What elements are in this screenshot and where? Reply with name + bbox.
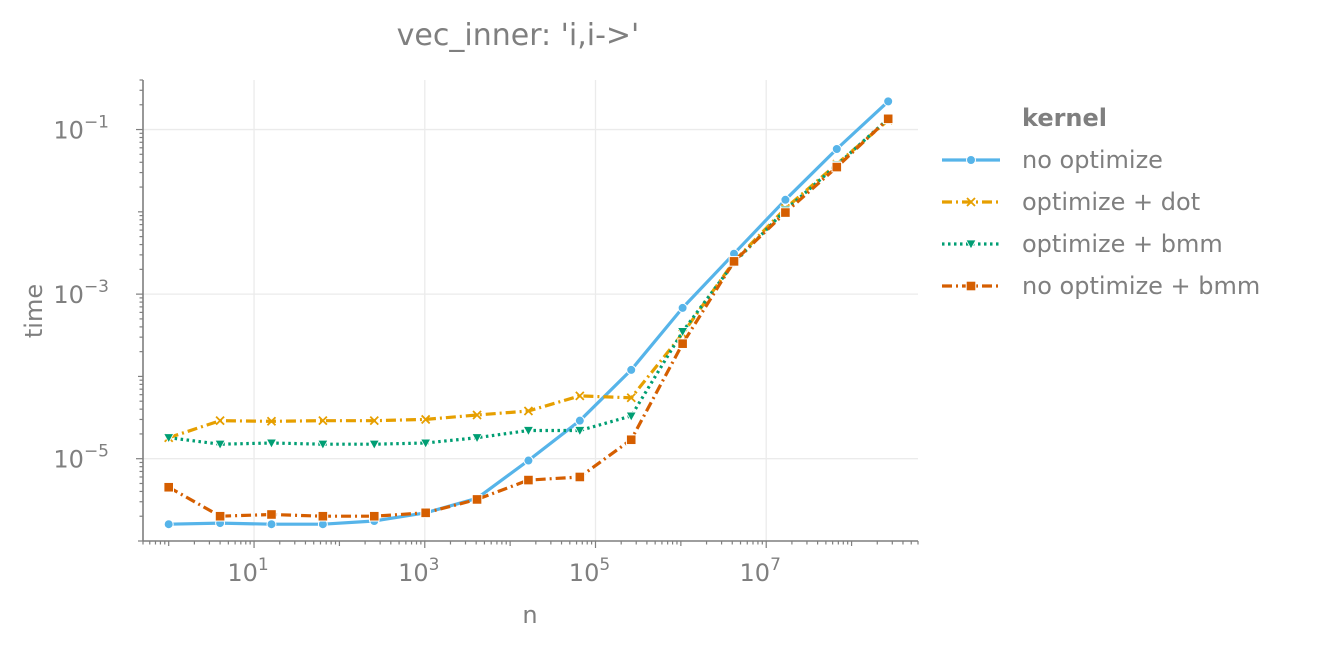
data-point <box>882 113 894 125</box>
data-point <box>676 327 689 338</box>
data-point <box>368 439 380 451</box>
data-point <box>523 406 534 416</box>
series-0 <box>163 96 894 530</box>
legend-label: optimize + dot <box>1022 188 1200 216</box>
data-point <box>575 391 585 401</box>
legend-label: no optimize + bmm <box>1022 272 1260 300</box>
data-point <box>471 494 483 505</box>
data-point <box>472 410 482 420</box>
data-point <box>522 426 535 437</box>
legend-marker <box>966 155 976 165</box>
data-point <box>215 416 225 426</box>
grid <box>143 80 918 541</box>
data-point <box>677 338 688 349</box>
data-point <box>317 510 329 522</box>
data-point <box>317 439 329 451</box>
series-line <box>167 117 890 518</box>
legend-item-3: no optimize + bmm <box>942 272 1260 300</box>
series-1 <box>164 115 893 443</box>
data-point <box>214 510 226 522</box>
data-point <box>883 96 894 107</box>
y-tick-label: 10−1 <box>53 113 109 145</box>
data-point <box>523 474 534 486</box>
legend-label: no optimize <box>1022 146 1163 174</box>
axes <box>142 80 918 542</box>
data-point <box>419 438 432 449</box>
x-axis-label: n <box>522 601 537 629</box>
legend-marker <box>965 280 977 292</box>
data-point <box>266 416 277 426</box>
data-point <box>266 509 277 520</box>
x-tick-label: 107 <box>740 555 781 587</box>
y-axis-label: time <box>20 284 48 338</box>
data-point <box>626 393 636 403</box>
data-point <box>831 144 842 155</box>
data-point <box>318 416 328 426</box>
y-tick-label: 10−3 <box>53 277 109 309</box>
x-tick-label: 101 <box>227 555 268 587</box>
legend-title: kernel <box>1022 104 1107 132</box>
x-tick-label: 105 <box>569 555 610 587</box>
legend-item-0: no optimize <box>942 146 1163 174</box>
data-point <box>214 439 226 451</box>
data-point <box>574 426 586 437</box>
data-point <box>163 481 174 493</box>
data-point <box>163 433 175 444</box>
data-point <box>831 161 843 173</box>
data-point <box>421 414 431 425</box>
data-point <box>677 302 688 313</box>
data-point <box>780 207 791 218</box>
x-tick-label: 103 <box>398 555 439 587</box>
legend-item-2: optimize + bmm <box>942 230 1223 258</box>
plot-area <box>163 96 894 530</box>
legend-marker <box>965 239 977 250</box>
ticks: 101 103 105 107 10−5 10−3 10−1 <box>53 79 919 587</box>
data-point <box>420 507 431 519</box>
y-tick-label: 10−5 <box>53 442 109 474</box>
legend-label: optimize + bmm <box>1022 230 1223 258</box>
series-2 <box>163 114 894 451</box>
data-point <box>574 415 585 426</box>
legend-marker <box>966 197 976 207</box>
legend-item-1: optimize + dot <box>942 188 1200 216</box>
data-point <box>369 416 379 426</box>
data-point <box>625 411 637 422</box>
data-point <box>574 471 586 483</box>
chart-title: vec_inner: 'i,i->' <box>397 18 640 53</box>
data-point <box>265 438 278 449</box>
data-point <box>471 433 483 444</box>
series-line <box>168 117 890 446</box>
data-point <box>626 364 637 375</box>
data-point <box>523 455 534 466</box>
data-point <box>266 519 277 530</box>
data-point <box>625 434 637 446</box>
series-3 <box>163 113 894 522</box>
data-point <box>368 510 380 522</box>
data-point <box>780 194 791 205</box>
data-point <box>728 256 740 267</box>
data-point <box>163 519 174 530</box>
series-line <box>168 118 890 440</box>
legend: kernel no optimize optimize + dot optimize… <box>942 104 1260 300</box>
